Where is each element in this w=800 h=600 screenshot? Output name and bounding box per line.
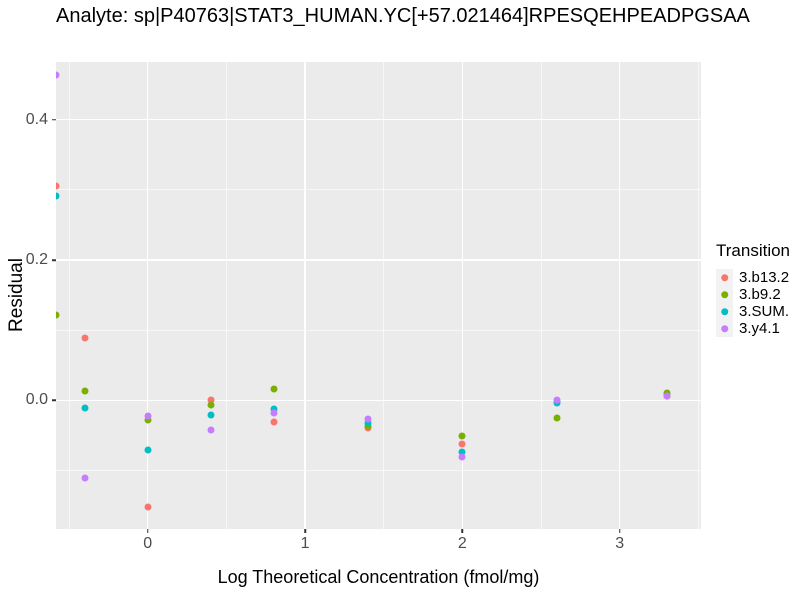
legend-item: 3.y4.1: [716, 320, 790, 337]
gridline-minor-vertical: [697, 62, 699, 529]
y-tick-mark: [52, 259, 56, 261]
plot-panel: [56, 62, 701, 529]
y-tick-mark: [52, 118, 56, 121]
plot-title: Analyte: sp|P40763|STAT3_HUMAN.YC[+57.02…: [56, 5, 750, 27]
legend-swatch-dot-icon: [720, 324, 729, 333]
data-point: [458, 453, 466, 461]
data-point: [81, 404, 89, 411]
data-point: [207, 411, 215, 419]
x-tick-mark: [461, 529, 464, 533]
gridline-minor-vertical: [540, 62, 542, 529]
data-point: [81, 474, 89, 482]
data-point: [144, 446, 152, 454]
data-point: [56, 182, 60, 190]
gridline-minor-horizontal: [56, 329, 701, 331]
x-tick-mark: [618, 529, 621, 533]
data-point: [270, 418, 278, 426]
data-point: [270, 405, 278, 413]
y-axis: 0.0 0.2 0.4: [0, 62, 56, 529]
x-tick-label: 0: [143, 535, 153, 552]
legend-swatch-dot-icon: [720, 273, 729, 282]
data-point: [56, 311, 60, 319]
legend-key: [716, 320, 733, 337]
data-point: [144, 503, 152, 511]
legend-item: 3.b9.2: [716, 286, 790, 303]
gridline-major-horizontal: [56, 259, 701, 261]
gridline-major-vertical: [146, 62, 149, 529]
data-point: [81, 387, 89, 395]
gridline-major-vertical: [461, 62, 464, 529]
legend-swatch-dot-icon: [720, 290, 729, 299]
data-point: [81, 334, 89, 342]
gridline-major-horizontal: [56, 399, 701, 402]
gridline-minor-vertical: [225, 62, 227, 529]
data-point: [207, 396, 215, 404]
data-point: [144, 416, 152, 424]
legend-item: 3.b13.2: [716, 269, 790, 286]
gridline-major-horizontal: [56, 118, 701, 121]
gridline-minor-vertical: [68, 62, 70, 529]
y-tick-label: 0.0: [25, 391, 48, 409]
data-point: [207, 426, 215, 434]
data-point: [270, 409, 278, 417]
y-tick-label: 0.2: [25, 251, 48, 269]
legend-item-label: 3.b9.2: [739, 286, 781, 303]
data-point: [56, 192, 60, 200]
gridline-minor-horizontal: [56, 189, 701, 191]
legend-item-label: 3.b13.2: [739, 269, 790, 286]
data-point: [458, 440, 466, 448]
data-point: [553, 396, 561, 404]
y-tick-label: 0.4: [25, 110, 48, 128]
x-tick-label: 3: [615, 535, 625, 552]
gridline-minor-vertical: [383, 62, 385, 529]
legend-title: Transition: [716, 241, 791, 260]
data-point: [56, 71, 60, 79]
legend-items: 3.b13.2 3.b9.2 3.SUM. 3.y4.1: [716, 269, 790, 337]
legend-key: [716, 303, 733, 320]
data-point: [553, 414, 561, 422]
legend-item: 3.SUM.: [716, 303, 790, 320]
gridline-minor-horizontal: [56, 470, 701, 472]
data-point: [207, 401, 215, 409]
data-point: [663, 392, 671, 400]
gridline-major-vertical: [304, 62, 306, 529]
legend-item-label: 3.y4.1: [739, 320, 780, 337]
legend-swatch-dot-icon: [720, 307, 729, 316]
x-tick-mark: [304, 529, 306, 533]
x-axis: 0 1 2 3: [56, 529, 701, 561]
x-tick-label: 2: [457, 535, 467, 552]
y-tick-mark: [52, 399, 56, 402]
data-point: [364, 415, 372, 423]
x-axis-title: Log Theoretical Concentration (fmol/mg): [217, 567, 540, 587]
x-tick-label: 1: [300, 535, 310, 552]
data-point: [364, 419, 372, 427]
x-tick-mark: [146, 529, 149, 533]
data-point: [144, 412, 152, 420]
legend-key: [716, 269, 733, 286]
data-point: [458, 432, 466, 440]
data-point: [270, 385, 278, 393]
legend-item-label: 3.SUM.: [739, 303, 790, 320]
legend-key: [716, 286, 733, 303]
gridline-major-vertical: [618, 62, 621, 529]
y-axis-title: Residual: [6, 258, 27, 332]
data-point: [458, 448, 466, 456]
legend: Transition 3.b13.2 3.b9.2 3.SUM. 3.y4.1: [716, 241, 790, 337]
